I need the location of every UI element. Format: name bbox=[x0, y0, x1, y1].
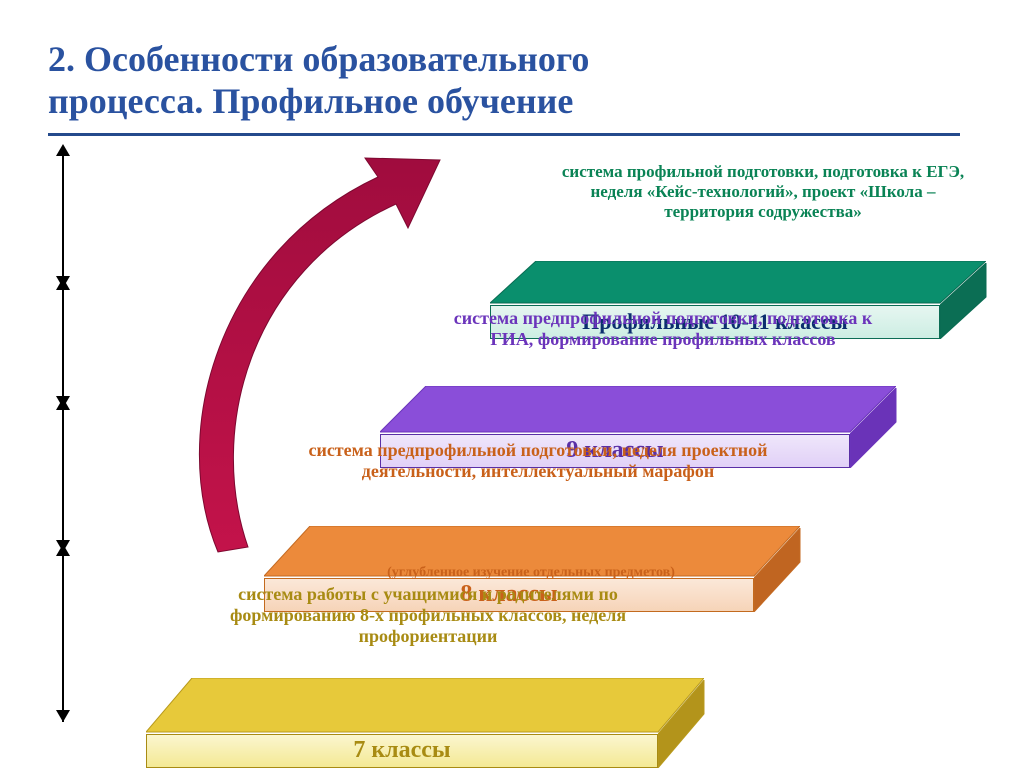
axis-segment bbox=[62, 154, 64, 286]
slide-title: 2. Особенности образовательного процесса… bbox=[48, 38, 976, 123]
title-line2: процесса. Профильное обучение bbox=[48, 81, 573, 121]
step-label: 7 классы bbox=[146, 734, 658, 768]
axis-arrow-down-icon bbox=[56, 710, 70, 722]
step-description: система профильной подготовки, подготовк… bbox=[558, 162, 968, 222]
axis-arrow-down-icon bbox=[56, 396, 70, 408]
title-line1: 2. Особенности образовательного bbox=[48, 39, 589, 79]
axis-arrow-down-icon bbox=[56, 540, 70, 552]
step-description: система предпрофильной подготовки, подго… bbox=[438, 308, 888, 350]
step-description: система предпрофильной подготовки, недел… bbox=[298, 440, 778, 482]
axis-arrow-down-icon bbox=[56, 276, 70, 288]
step-note: (углубленное изучение отдельных предмето… bbox=[286, 565, 776, 581]
step-description: система работы с учащимися и родителями … bbox=[178, 584, 678, 648]
axis-segment bbox=[62, 408, 64, 552]
axis-segment bbox=[62, 288, 64, 406]
axis-segment bbox=[62, 554, 64, 722]
axis-arrow-up-icon bbox=[56, 144, 70, 156]
step-slab: 7 классы bbox=[146, 680, 704, 768]
growth-arrow-icon bbox=[108, 132, 508, 582]
diagram-area: Профильные 10-11 классысистема профильно… bbox=[48, 142, 978, 742]
